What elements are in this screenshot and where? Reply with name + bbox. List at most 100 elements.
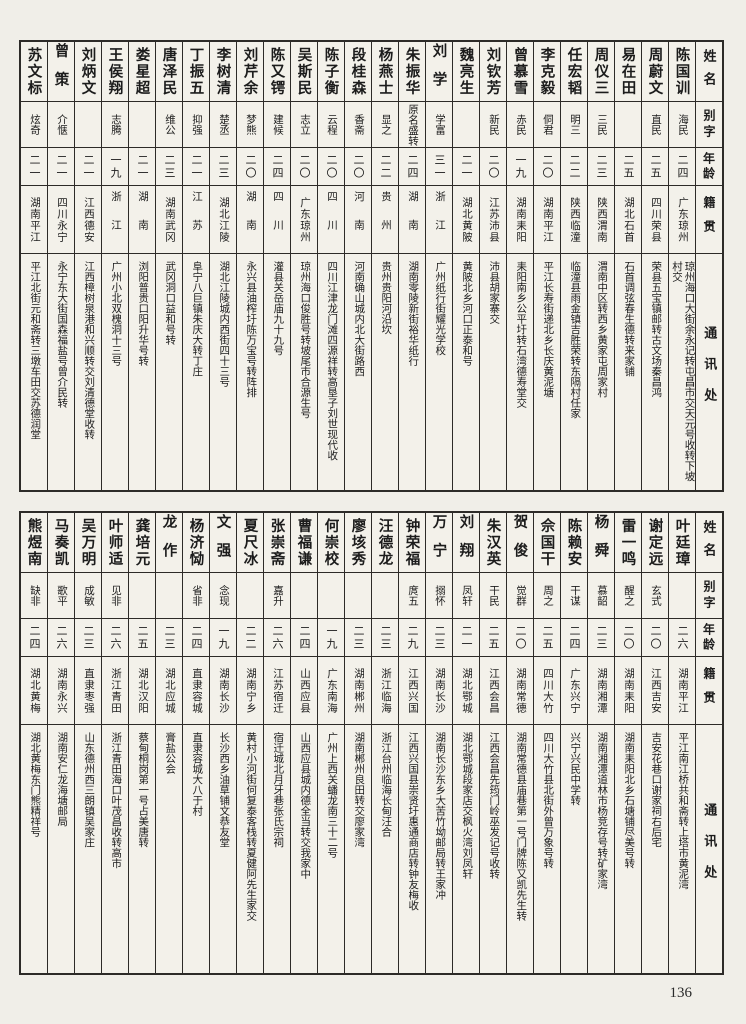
person-alias: 炫奇: [21, 102, 47, 148]
header-age: 年龄: [696, 619, 722, 657]
person-column: 张崇斋 嘉升 二六 江苏宿迁 宿迁城北月牙巷张氏宗祠: [263, 513, 290, 973]
person-origin: 广东南海: [318, 657, 344, 725]
person-origin-text: 广东琼州: [677, 196, 688, 243]
person-origin: 湖南武冈: [156, 186, 182, 254]
person-address-text: 湖南长沙东乡大苦竹坳邮局转王家冲: [434, 732, 446, 900]
person-age-text: 二六: [676, 624, 688, 651]
person-alias-text: 显之: [380, 114, 391, 135]
person-name: 娄星超: [129, 42, 155, 102]
person-age-text: 二〇: [649, 624, 661, 651]
person-age-text: 二四: [406, 153, 418, 180]
person-column: 魏亮生 二一 湖北黄陂 黄陂北乡河口正泰和号: [452, 42, 479, 490]
page-number: 136: [669, 985, 693, 1001]
person-origin: 湖南宁乡: [237, 657, 263, 725]
person-name: 任宏韬: [561, 42, 587, 102]
person-address-text: 贵州贵阳河沿坎: [380, 261, 392, 335]
person-origin: 浙江: [426, 186, 452, 254]
person-address: 吉安花巷口谢家祠右后宅: [642, 725, 668, 973]
person-name: 杨燕士: [372, 42, 398, 102]
person-address: 永兴县油榨圩陈万宝号转阵排: [237, 254, 263, 490]
person-column: 雷一鸣 醒之 二〇 湖南耒阳 湖南耒阳北乡石塘铺尽美号转: [614, 513, 641, 973]
person-name: 雷一鸣: [615, 513, 641, 573]
person-name-text: 周蔚文: [646, 46, 663, 97]
person-age-text: 二一: [136, 153, 148, 180]
person-name: 汪德龙: [372, 513, 398, 573]
person-name: 何崇校: [318, 513, 344, 573]
person-name: 万宁: [426, 513, 452, 573]
person-alias: 明三: [561, 102, 587, 148]
person-address: 平江北街元和斋转三墩车田交苏德润堂: [21, 254, 47, 490]
person-address-text: 耒阳南乡公平圩转石湾德寿堂交: [515, 261, 527, 408]
person-age-text: 二一: [460, 153, 472, 180]
person-name-text: 李克毅: [538, 46, 555, 97]
person-age-text: 二一: [82, 153, 94, 180]
person-age: 二五: [534, 619, 560, 657]
person-alias-text: 抑强: [191, 114, 202, 135]
person-origin: 河南: [345, 186, 371, 254]
person-alias: 三民: [588, 102, 614, 148]
person-age-text: 二〇: [325, 153, 337, 180]
header-age-label: 年龄: [701, 622, 716, 653]
person-age: 二四: [561, 619, 587, 657]
person-age: 二三: [156, 619, 182, 657]
person-name: 熊煜南: [21, 513, 47, 573]
person-column: 夏尺冰 二二 湖南宁乡 黄村小河街何复泰客栈转夏健阿先生家交: [236, 513, 263, 973]
person-address: 渭南中区转西乡黄家屯周家村: [588, 254, 614, 490]
person-name-text: 曾策: [52, 43, 69, 100]
person-age: 二三: [372, 619, 398, 657]
person-origin: 四川大竹: [534, 657, 560, 725]
person-name-text: 周仪三: [592, 46, 609, 97]
person-name-text: 娄星超: [133, 46, 150, 97]
person-age-text: 二四: [298, 624, 310, 651]
person-address: 荣县五宝镇邮转古文场秦昌鸿: [642, 254, 668, 490]
person-alias-text: 玄式: [650, 585, 661, 606]
person-age-text: 二三: [82, 624, 94, 651]
person-origin: 湖南永兴: [48, 657, 74, 725]
person-origin-text: 湖北石首: [623, 196, 634, 243]
person-name: 夏尺冰: [237, 513, 263, 573]
person-address: 湖南零陵新街裕华纸行: [399, 254, 425, 490]
person-address: 临潼县雨金镇吉胜荣转东隔村任家: [561, 254, 587, 490]
person-name-text: 任宏韬: [565, 46, 582, 97]
person-alias-text: 醒之: [623, 585, 634, 606]
person-name-text: 何崇校: [322, 517, 339, 568]
person-address-text: 河南确山城内北大街路西: [353, 261, 365, 377]
header-alias: 别字: [696, 573, 722, 619]
person-alias: [129, 102, 155, 148]
person-origin: 贵州: [372, 186, 398, 254]
person-column: 李克毅 侗君 二〇 湖南平江 平江长寿街递北乡长庆黄泥塘: [533, 42, 560, 490]
person-age-text: 二五: [487, 624, 499, 651]
person-age-text: 二三: [595, 624, 607, 651]
person-age: 二三: [75, 619, 101, 657]
person-alias-text: 周之: [542, 585, 553, 606]
person-age-text: 二四: [676, 153, 688, 180]
person-alias: [129, 573, 155, 619]
person-name: 段桂森: [345, 42, 371, 102]
person-name: 陈赖安: [561, 513, 587, 573]
header-age-label: 年龄: [701, 151, 716, 182]
person-age-text: 三一: [433, 153, 445, 180]
person-address: 四川江津龙门滩四源祥转高垦子刘世现代收: [318, 254, 344, 490]
header-address-label: 通讯处: [702, 802, 718, 896]
person-age: 二〇: [237, 148, 263, 186]
person-origin: 江西德安: [75, 186, 101, 254]
person-address-text: 长沙西乡油草铺文恭友堂: [218, 732, 230, 848]
person-origin: 湖南平江: [21, 186, 47, 254]
person-age-text: 二五: [649, 153, 661, 180]
person-origin: 湖南平江: [534, 186, 560, 254]
person-name: 刘钦芳: [480, 42, 506, 102]
person-alias: [156, 573, 182, 619]
person-name: 魏亮生: [453, 42, 479, 102]
person-name: 杨济恸: [183, 513, 209, 573]
person-address: 黄陂北乡河口正泰和号: [453, 254, 479, 490]
person-address-text: 灌县关岳庙九十九号: [272, 261, 284, 356]
person-address: 宿迁城北月牙巷张氏宗祠: [264, 725, 290, 973]
person-origin-text: 山西应县: [299, 667, 310, 714]
person-age: 二五: [480, 619, 506, 657]
person-address: 黄村小河街何复泰客栈转夏健阿先生家交: [237, 725, 263, 973]
person-address: 平江南江桥共和斋转上塔市黄泥湾: [669, 725, 695, 973]
person-age: 二〇: [318, 148, 344, 186]
person-origin-text: 浙江: [434, 191, 445, 248]
person-alias-text: 赤民: [515, 114, 526, 135]
person-alias: 侗君: [534, 102, 560, 148]
